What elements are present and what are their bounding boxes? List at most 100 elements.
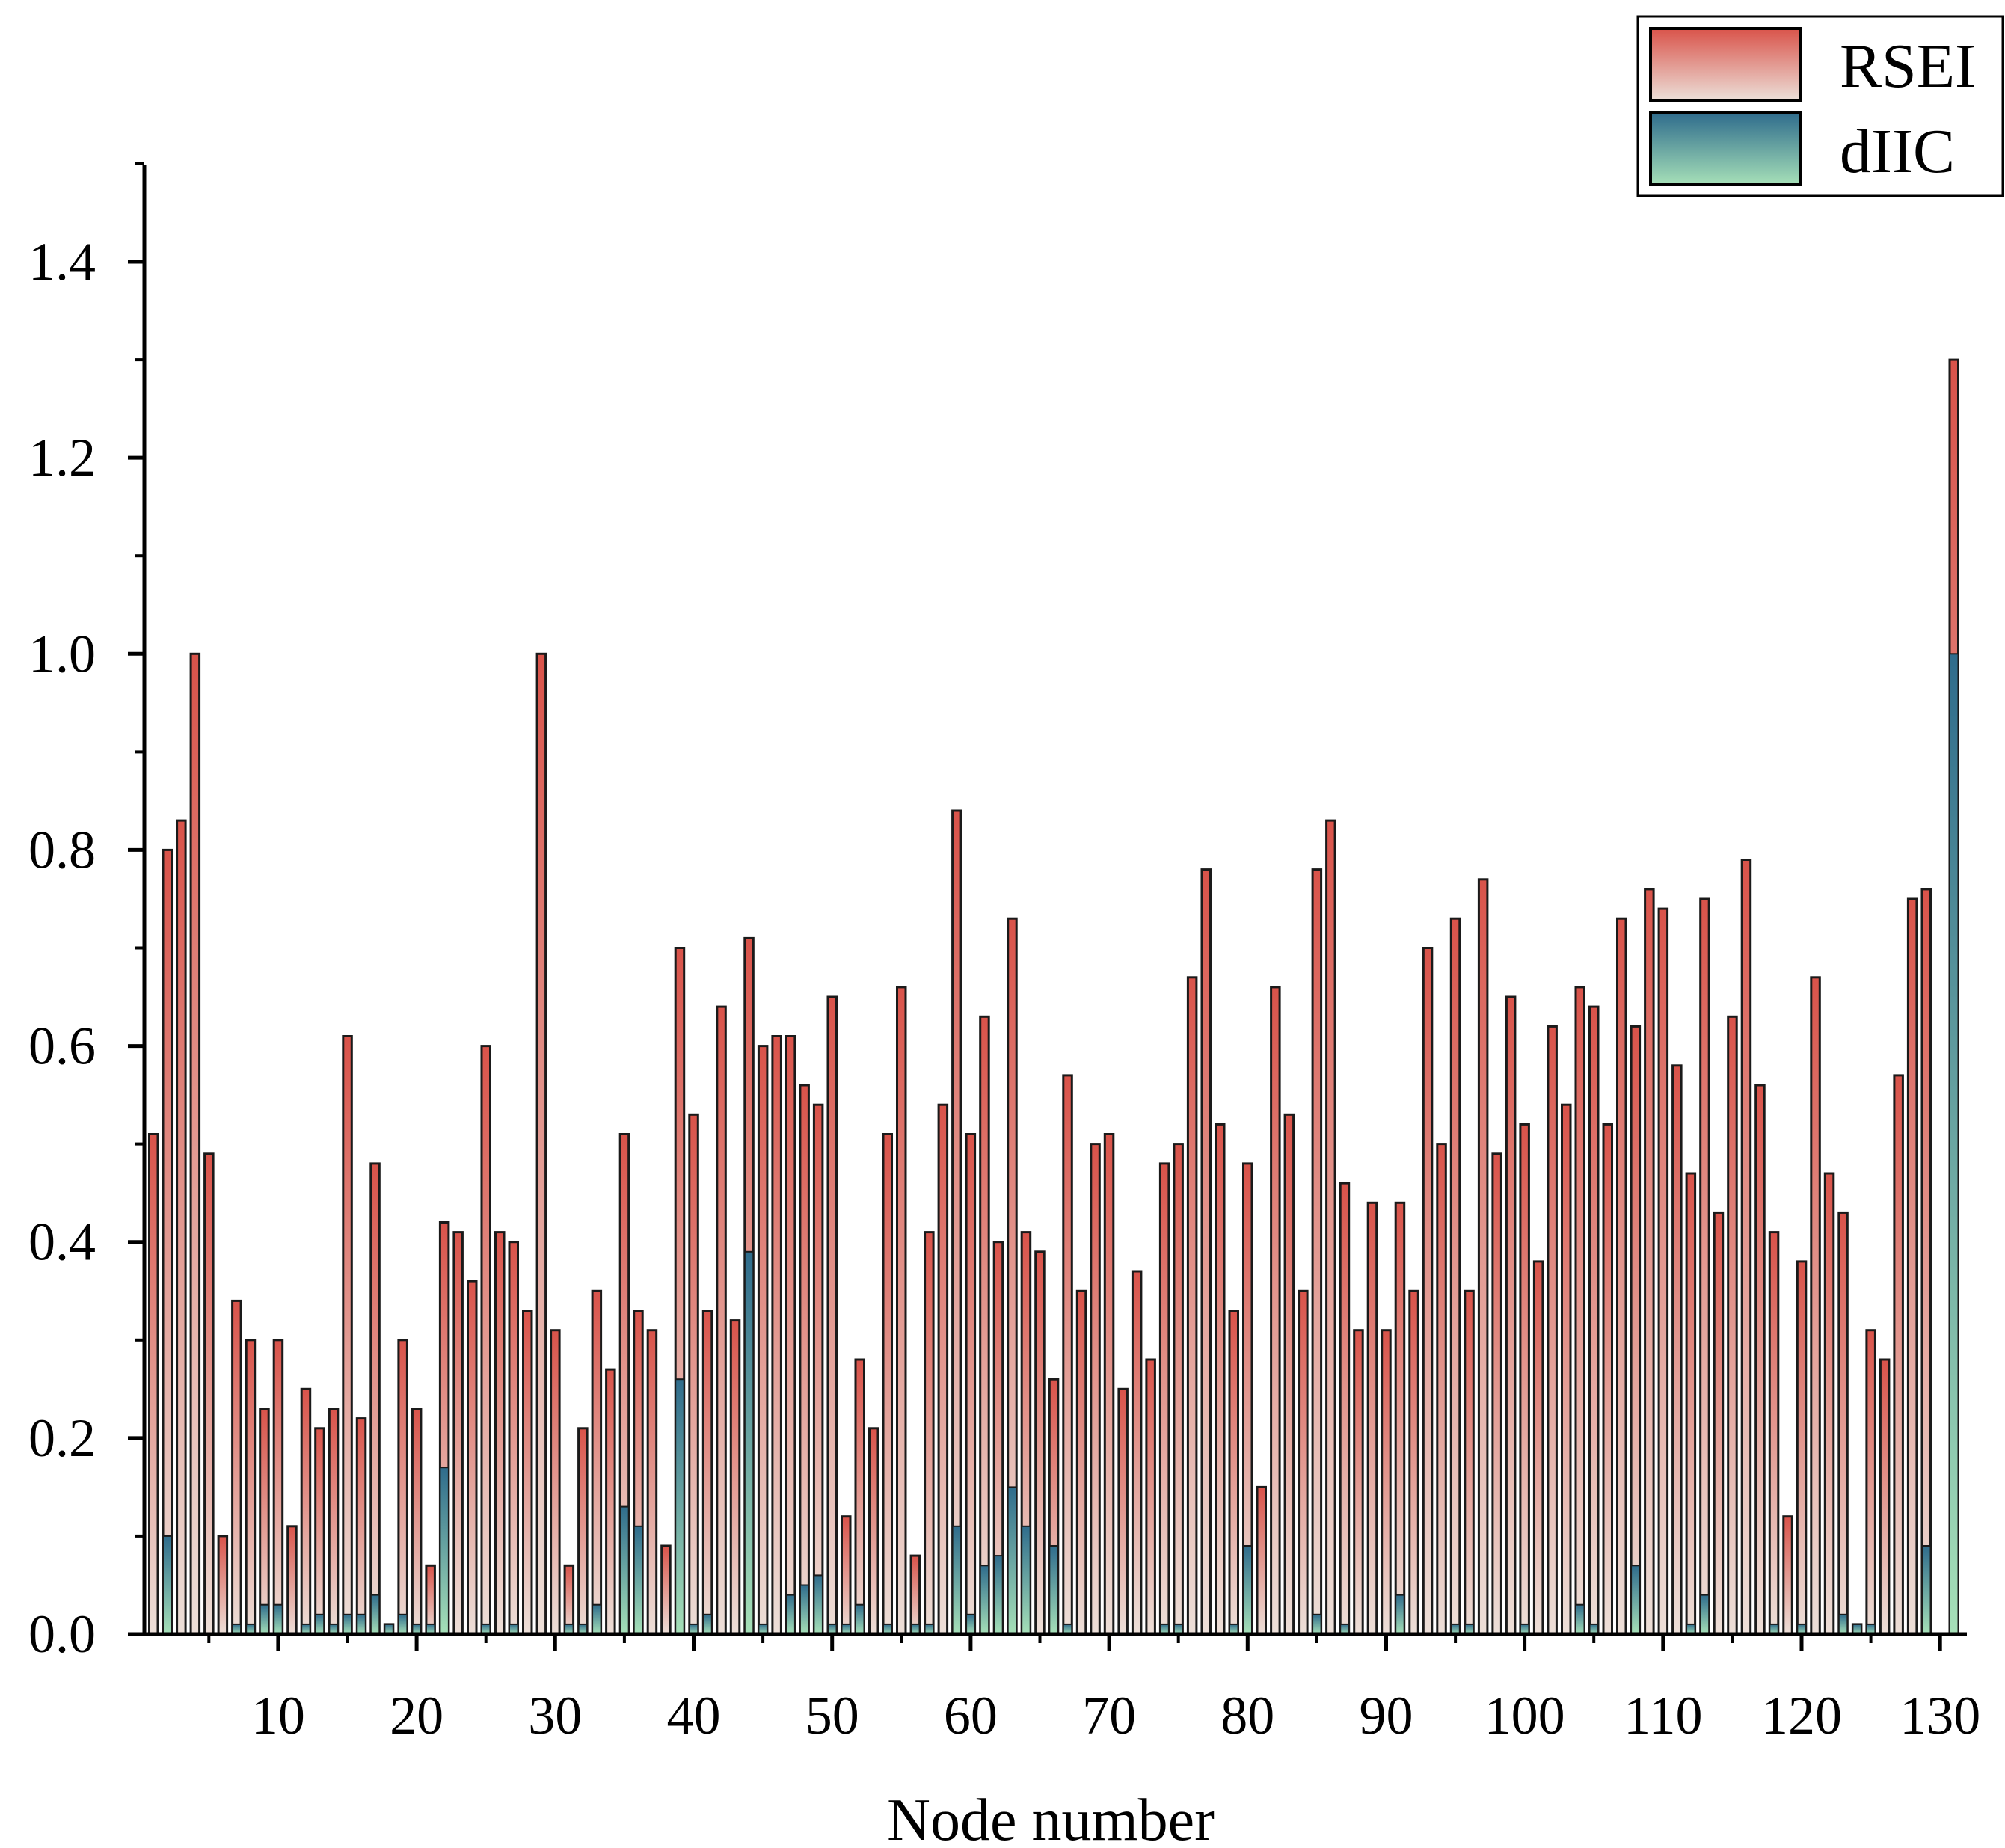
bar-rsei [577,1427,589,1636]
y-tick-label: 1.4 [28,232,96,292]
bar-rsei [951,809,962,1636]
x-tick-label: 90 [1360,1686,1413,1746]
bar-diic [1630,1565,1641,1636]
bar-diic [702,1613,713,1636]
bar-rsei [979,1015,990,1636]
bar-rsei [1796,1260,1808,1636]
bar-rsei [1366,1201,1378,1636]
bar-rsei [896,986,907,1636]
bar-rsei [1713,1211,1725,1636]
bar-rsei [1768,1231,1780,1636]
bar-rsei [771,1035,782,1636]
bar-rsei [1298,1289,1309,1636]
bar-diic [813,1574,823,1635]
bar-rsei [1075,1289,1087,1636]
y-tick-label: 0.4 [28,1212,96,1272]
bar-rsei [1131,1270,1143,1636]
bar-rsei [1865,1329,1876,1636]
bar-rsei [467,1280,478,1636]
bar-rsei [1505,995,1517,1636]
bar-diic [342,1613,353,1636]
bar-diic [397,1613,408,1636]
bar-diic [993,1555,1004,1636]
bar-rsei [1449,917,1461,1636]
bar-rsei [1200,868,1212,1636]
legend-label-rsei: RSEI [1840,31,1976,101]
bar-rsei [1754,1084,1766,1636]
bar-rsei [1408,1289,1419,1636]
bar-diic [1395,1594,1405,1636]
y-tick-label: 0.6 [28,1016,96,1076]
bar-rsei [1158,1162,1170,1636]
bar-rsei [1117,1387,1129,1636]
bar-rsei [300,1387,312,1636]
bar-rsei [1311,868,1323,1636]
bar-rsei [1657,907,1669,1636]
bar-diic [743,1250,755,1636]
bar-rsei [1671,1064,1683,1636]
bar-diic [855,1603,865,1635]
bar-diic [273,1603,283,1635]
bar-rsei [1879,1358,1891,1636]
bar-rsei [909,1554,921,1636]
bar-diic [979,1565,990,1636]
bar-rsei [701,1310,713,1636]
bar-diic [592,1603,602,1635]
bar-rsei [272,1339,284,1636]
bar-diic [1242,1545,1253,1635]
x-tick-label: 60 [944,1686,998,1746]
bar-rsei [826,995,838,1636]
bar-rsei [757,1045,769,1636]
bar-diic [633,1525,644,1636]
bar-rsei [1491,1152,1502,1636]
bar-rsei [1186,976,1198,1636]
bar-diic [439,1467,449,1635]
bar-rsei [868,1427,879,1636]
bar-rsei [452,1231,464,1636]
bar-rsei [259,1408,270,1636]
bar-diic [1575,1603,1585,1635]
bar-rsei [355,1417,367,1636]
bar-rsei [1464,1289,1475,1636]
x-tick-label: 70 [1082,1686,1136,1746]
legend-swatch-rsei [1649,27,1802,102]
bar-rsei [480,1045,491,1636]
bar-diic [951,1525,962,1636]
bar-rsei [1436,1143,1447,1636]
x-tick-label: 130 [1900,1686,1980,1746]
bar-rsei [924,1231,935,1636]
bar-rsei [1699,897,1710,1636]
bar-rsei [1782,1515,1793,1636]
bar-rsei [1532,1260,1544,1636]
x-tick-label: 80 [1220,1686,1274,1746]
bar-rsei [162,848,173,1636]
x-tick-label: 10 [251,1686,305,1746]
legend-label-diic: dIIC [1840,117,1955,186]
x-axis-title: Node number [887,1787,1215,1848]
bar-rsei [1740,859,1752,1636]
bar-rsei [1727,1015,1738,1636]
bar-rsei [1103,1133,1115,1636]
y-tick-label: 1.0 [28,624,96,684]
bar-rsei [1283,1113,1295,1636]
bar-rsei [1837,1211,1849,1636]
bar-rsei [1547,1025,1558,1636]
bar-diic [1312,1613,1322,1636]
legend-swatch-diic [1649,111,1802,186]
x-tick-label: 40 [667,1686,721,1746]
bar-rsei [1422,947,1434,1636]
bar-rsei [1561,1103,1572,1636]
bar-rsei [1574,986,1585,1636]
bar-rsei [1215,1123,1226,1636]
bar-rsei [729,1319,741,1636]
bar-diic [162,1535,173,1635]
bar-rsei [1145,1358,1156,1636]
bar-rsei [369,1162,381,1636]
bar-rsei [1920,888,1932,1636]
y-axis-ticks: 0.0 0.2 0.4 0.6 0.8 1.0 1.2 1.4 [28,162,144,1664]
bar-diic [1921,1545,1932,1635]
bar-rsei [245,1339,257,1636]
bar-rsei [1823,1172,1835,1636]
bar-rsei [841,1515,852,1636]
bar-rsei [785,1035,796,1636]
